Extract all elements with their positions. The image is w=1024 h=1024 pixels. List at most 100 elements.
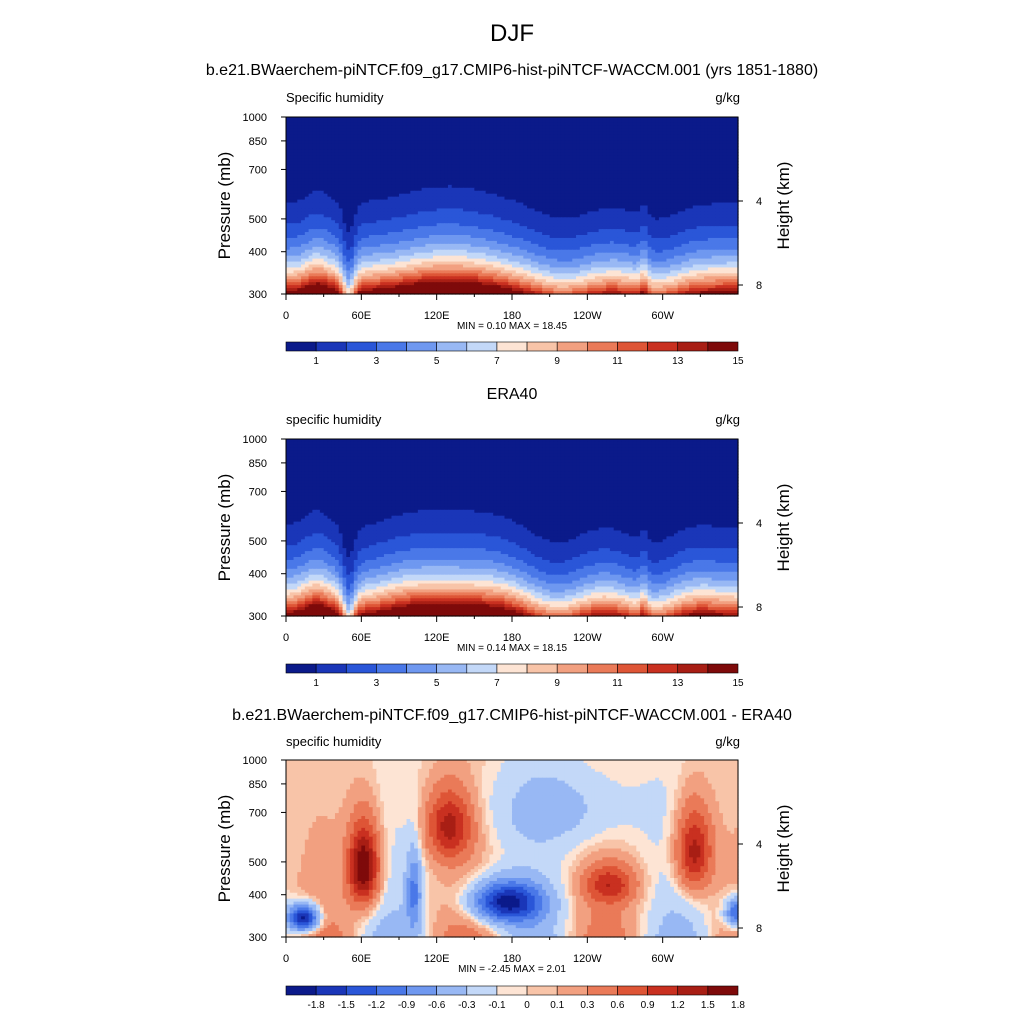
panel-1-cell: [613, 184, 619, 189]
panel-1-cell: [568, 176, 573, 180]
panel-1-cell: [380, 143, 385, 148]
panel-1-cell: [402, 143, 408, 148]
panel-1-cell: [372, 146, 377, 151]
panel-1-cell: [444, 161, 449, 165]
panel-1-cell: [609, 178, 615, 183]
panel-1-cell: [602, 119, 607, 124]
panel-1-cell: [447, 199, 453, 204]
panel-1-cell: [651, 117, 656, 121]
panel-1-cell: [719, 131, 724, 136]
panel-1-cell: [493, 202, 498, 207]
panel-1-cell: [380, 181, 385, 186]
panel-1-cell: [704, 187, 709, 192]
panel-1-cell: [312, 196, 317, 201]
panel-1-cell: [515, 140, 521, 145]
panel-1-cell: [632, 155, 637, 159]
panel-1-cell: [692, 167, 698, 171]
panel-1-cell: [523, 128, 528, 133]
panel-1-cell: [527, 128, 532, 133]
panel-1-cell: [677, 193, 683, 198]
panel-1-cell: [534, 134, 539, 139]
panel-1-cell: [455, 167, 460, 171]
panel-1-cell: [410, 137, 415, 142]
panel-1-cell: [609, 190, 615, 195]
panel-1-cell: [662, 181, 668, 186]
panel-1-cell: [545, 176, 551, 180]
panel-1-cell: [474, 137, 479, 142]
panel-1-cell: [613, 137, 619, 142]
panel-1-cell: [410, 199, 415, 204]
panel-1-cell: [707, 176, 713, 180]
panel-1-cell: [734, 190, 739, 195]
panel-1-cell: [681, 184, 686, 189]
panel-1-cell: [523, 134, 528, 139]
panel-1-cell: [707, 125, 713, 130]
panel-1-cell: [598, 199, 603, 204]
panel-1-cell: [621, 143, 626, 148]
panel-1-cell: [636, 199, 641, 204]
panel-1-cell: [625, 146, 630, 151]
panel-1-cell: [357, 155, 362, 159]
panel-1-cell: [560, 125, 566, 130]
panel-1-cell: [594, 190, 600, 195]
panel-1-cell: [673, 199, 679, 204]
panel-1-cell: [391, 131, 396, 136]
panel-1-cell: [308, 184, 313, 189]
panel-1-cell: [692, 119, 698, 124]
panel-1-cell: [312, 131, 317, 136]
panel-1-cell: [647, 178, 652, 183]
panel-1-cell: [568, 161, 573, 165]
panel-1-cell: [323, 173, 329, 177]
panel-1-cell: [410, 152, 415, 156]
panel-1-cell: [425, 155, 430, 159]
panel-1-cell: [519, 134, 524, 139]
panel-1-cell: [481, 149, 487, 153]
panel-1-cell: [662, 202, 668, 207]
panel-1-cell: [647, 128, 652, 133]
panel-1-cell: [478, 181, 483, 186]
panel-1-cell: [304, 137, 310, 142]
panel-1-cell: [353, 161, 359, 165]
panel-1-cell: [519, 181, 524, 186]
panel-1-cell: [523, 149, 528, 153]
panel-1-cell: [523, 143, 528, 148]
panel-1-cell: [380, 146, 385, 151]
panel-1-cell: [504, 199, 509, 204]
panel-1-cell: [444, 146, 449, 151]
panel-1-cell: [636, 161, 641, 165]
panel-1-cell: [534, 196, 539, 201]
panel-1-cell: [327, 131, 332, 136]
panel-1-cell: [512, 190, 517, 195]
panel-1-cell: [560, 131, 566, 136]
panel-1-cell: [361, 155, 366, 159]
panel-1-cell: [722, 134, 728, 139]
panel-1-cell: [327, 164, 332, 168]
panel-1-cell: [651, 158, 656, 162]
panel-1-cell: [319, 140, 325, 145]
panel-1-cell: [508, 161, 513, 165]
panel-1-cell: [466, 164, 472, 168]
panel-1-cell: [289, 202, 295, 207]
panel-1-cell: [651, 161, 656, 165]
panel-1-cell: [726, 167, 732, 171]
panel-1-cell: [621, 155, 626, 159]
panel-1-cell: [564, 176, 570, 180]
panel-1-cell: [346, 140, 351, 145]
panel-1-cell: [402, 134, 408, 139]
panel-1-cell: [368, 146, 374, 151]
panel-1-cell: [722, 119, 728, 124]
panel-1-cell: [391, 155, 396, 159]
panel-1-cell: [327, 176, 332, 180]
panel-1-cell: [357, 128, 362, 133]
panel-1-cell: [583, 155, 588, 159]
panel-1-cell: [444, 184, 449, 189]
panel-1-cell: [534, 161, 539, 165]
panel-1-cell: [496, 152, 502, 156]
panel-1-cell: [504, 193, 509, 198]
panel-1-cell: [357, 131, 362, 136]
panel-1-cell: [666, 161, 671, 165]
panel-1-cell: [640, 137, 645, 142]
panel-1-cell: [421, 155, 426, 159]
panel-1-cell: [346, 187, 351, 192]
panel-1-cell: [410, 161, 415, 165]
